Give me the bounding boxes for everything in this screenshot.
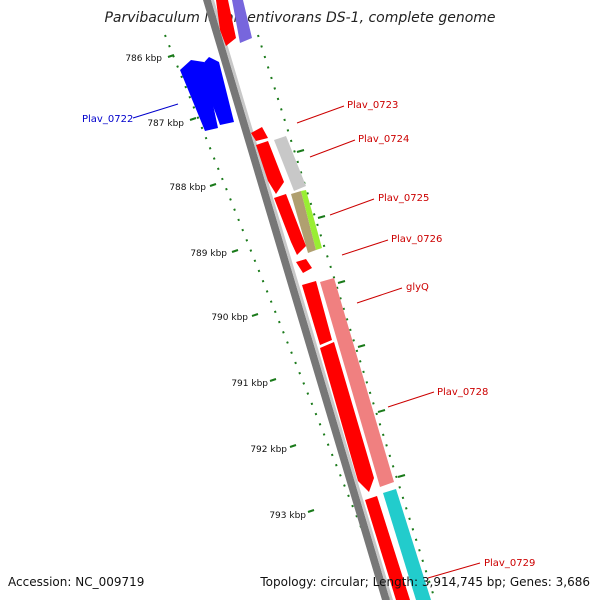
gene-plav-0728[interactable]	[320, 342, 374, 492]
ruler	[167, 54, 315, 513]
gene-plav-0724[interactable]	[256, 136, 306, 194]
label-plav-0726[interactable]: Plav_0726	[391, 234, 442, 245]
ruler-label-793: 793 kbp	[269, 511, 306, 521]
label-plav-0728[interactable]: Plav_0728	[437, 387, 488, 398]
gene-top-purple[interactable]	[232, 0, 252, 43]
ruler-label-792: 792 kbp	[250, 445, 287, 455]
ruler-label-790: 790 kbp	[211, 313, 248, 323]
gene-plav-0729[interactable]	[365, 489, 431, 600]
ruler-label-788: 788 kbp	[169, 183, 206, 193]
label-plav-0729[interactable]: Plav_0729	[484, 558, 535, 569]
ruler-label-789: 789 kbp	[190, 249, 227, 259]
label-plav-0722[interactable]: Plav_0722	[82, 114, 133, 125]
ruler-label-791: 791 kbp	[231, 379, 268, 389]
label-plav-0724[interactable]: Plav_0724	[358, 134, 409, 145]
ruler-label-787: 787 kbp	[147, 119, 184, 129]
label-plav-0725[interactable]: Plav_0725	[378, 193, 429, 204]
right-major-ticks	[296, 149, 406, 478]
callouts	[132, 103, 481, 579]
gene-top-red[interactable]	[216, 0, 236, 46]
label-plav-0723[interactable]: Plav_0723	[347, 100, 398, 111]
ruler-label-786: 786 kbp	[125, 54, 162, 64]
gene-plav-0726[interactable]	[296, 259, 312, 273]
accession-text: Accession: NC_009719	[8, 575, 144, 589]
gene-plav-0723[interactable]	[251, 127, 268, 141]
label-glyq[interactable]: glyQ	[406, 282, 429, 293]
gene-glyq[interactable]	[302, 278, 394, 487]
topology-text: Topology: circular; Length: 3,914,745 bp…	[259, 575, 590, 589]
map-title: Parvibaculum lavamentivorans DS-1, compl…	[104, 10, 495, 26]
genome-backbone	[203, 0, 393, 600]
tick-rail-left	[164, 34, 391, 600]
gene-plav-0725[interactable]	[274, 190, 322, 255]
gene-plav-0722[interactable]	[180, 57, 234, 131]
